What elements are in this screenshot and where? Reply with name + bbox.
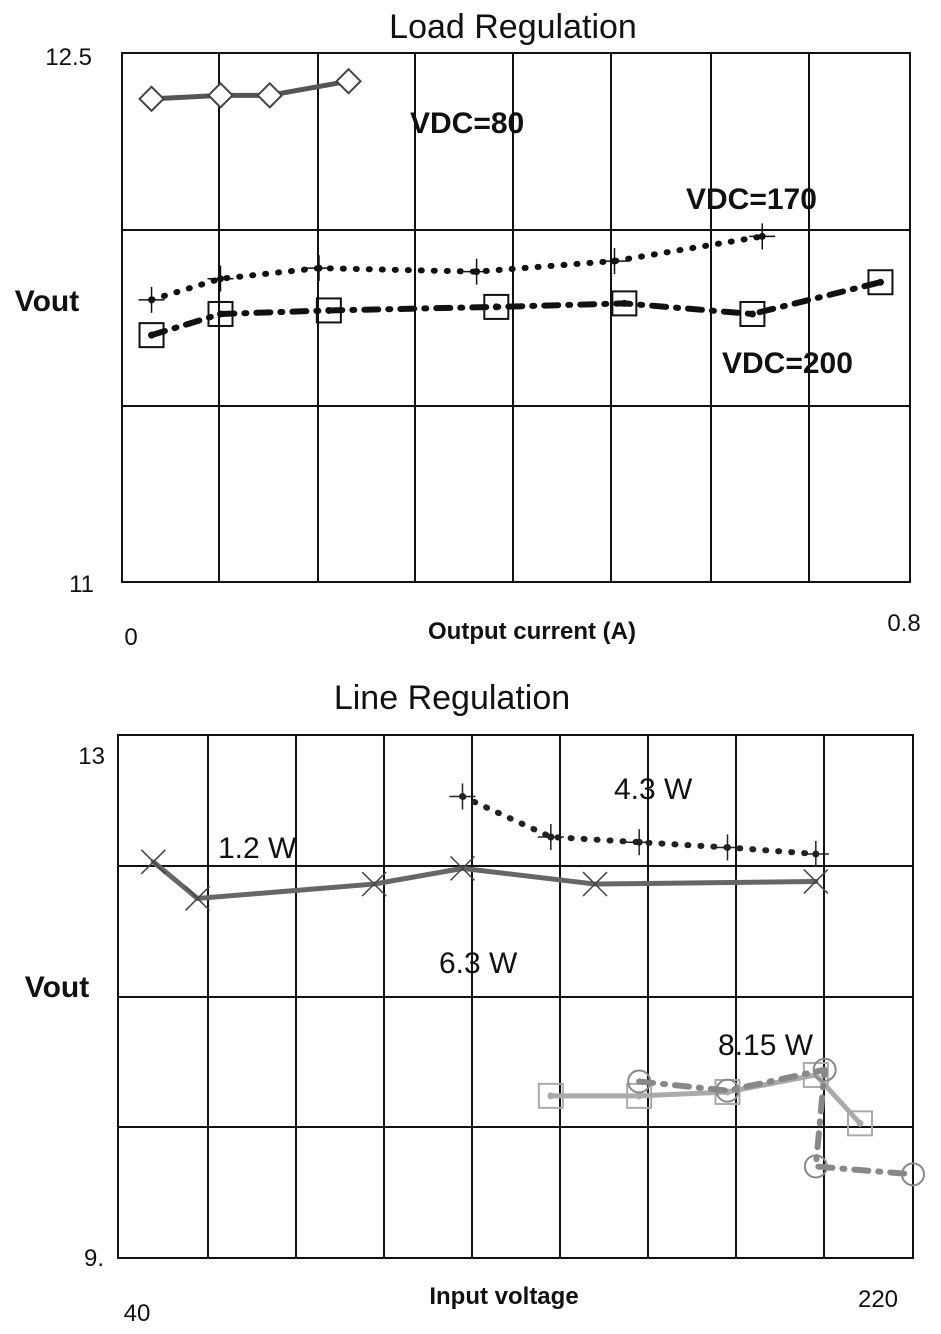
load-chart-series [138, 67, 894, 349]
load-x-axis-label: Output current (A) [428, 618, 636, 645]
line-chart-grid [117, 734, 914, 1259]
load-regulation-chart: Load Regulation 12.5 11 0 0.8 Output cur… [15, 8, 921, 651]
data-point-4-3-w [537, 823, 564, 850]
data-point-vdc-200 [739, 300, 766, 327]
data-point-8-15-w [627, 1069, 652, 1094]
line-y-axis-label: Vout [25, 971, 89, 1004]
line-chart-series [140, 783, 925, 1187]
data-point-8-15-w [803, 1154, 828, 1179]
data-point-8-15-w [715, 1078, 740, 1103]
data-point-vdc-170 [463, 258, 490, 285]
label-vdc-200: VDC=200 [722, 347, 853, 380]
data-point-vdc-200 [138, 322, 165, 349]
series-line-vdc-80 [149, 78, 352, 102]
load-y-axis-label: Vout [15, 285, 79, 318]
line-regulation-chart: Line Regulation 13 9. 40 220 Input volta… [25, 679, 925, 1327]
label-vdc-170: VDC=170 [686, 183, 817, 216]
data-point-vdc-170 [306, 255, 332, 282]
data-point-1-2-w [361, 871, 387, 897]
data-point-4-3-w [449, 783, 476, 810]
load-x-tick-left: 0 [124, 624, 137, 651]
series-line-vdc-200 [148, 279, 884, 339]
data-point-8-15-w [901, 1162, 925, 1187]
line-y-tick-top: 13 [78, 743, 105, 770]
data-point-vdc-170 [138, 286, 165, 313]
label-8-15w: 8.15 W [718, 1029, 814, 1062]
data-point-vdc-80 [256, 81, 284, 109]
load-chart-title: Load Regulation [389, 8, 637, 46]
data-point-vdc-200 [315, 297, 342, 324]
line-x-tick-left: 40 [124, 1300, 151, 1327]
series-line-8-15-w [636, 1066, 916, 1178]
data-point-vdc-170 [749, 223, 776, 250]
data-point-vdc-80 [207, 81, 234, 109]
data-point-vdc-200 [207, 300, 234, 327]
label-vdc-80: VDC=80 [410, 107, 524, 140]
plot-frame [121, 52, 911, 583]
line-chart-title: Line Regulation [334, 679, 570, 717]
data-point-vdc-80 [335, 67, 362, 95]
label-1-2w: 1.2 W [218, 832, 297, 865]
data-point-1-2-w [803, 868, 829, 894]
line-y-tick-bottom: 9. [84, 1245, 104, 1272]
label-6-3w: 6.3 W [439, 947, 518, 980]
series-line-1-2-w [150, 859, 819, 901]
data-point-4-3-w [802, 840, 829, 867]
data-point-4-3-w [626, 829, 653, 856]
load-x-tick-right: 0.8 [887, 610, 920, 637]
label-4-3w: 4.3 W [614, 773, 693, 806]
data-point-vdc-200 [483, 293, 510, 320]
data-point-vdc-170 [207, 265, 234, 292]
data-point-1-2-w [449, 855, 476, 881]
data-point-1-2-w [582, 871, 608, 897]
data-point-vdc-200 [867, 269, 894, 296]
series-line-vdc-170 [148, 233, 766, 303]
series-line-6-3-w [548, 1072, 863, 1126]
line-x-axis-label: Input voltage [429, 1283, 578, 1310]
load-y-tick-bottom: 11 [69, 571, 94, 598]
data-point-6-3-w [847, 1110, 873, 1137]
data-point-vdc-80 [138, 85, 165, 113]
data-point-vdc-170 [601, 248, 628, 275]
line-x-tick-right: 220 [858, 1286, 898, 1313]
load-chart-grid [121, 52, 911, 583]
data-point-4-3-w [714, 834, 741, 861]
data-point-6-3-w [537, 1082, 564, 1109]
data-point-1-2-w [140, 849, 166, 875]
data-point-vdc-200 [611, 290, 638, 317]
data-point-8-15-w [812, 1057, 837, 1082]
data-point-1-2-w [184, 885, 211, 911]
load-y-tick-top: 12.5 [45, 44, 92, 71]
